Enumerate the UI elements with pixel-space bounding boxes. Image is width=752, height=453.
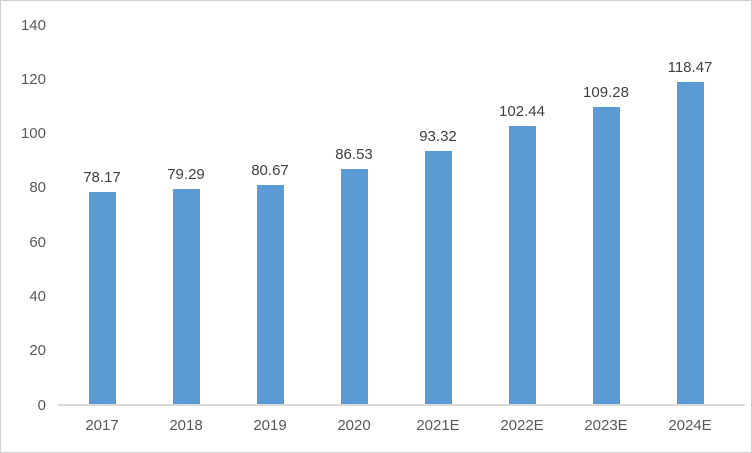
y-axis-tick-label: 40 — [29, 287, 46, 305]
x-axis-tick-label: 2017 — [85, 417, 119, 434]
data-label: 78.17 — [83, 168, 121, 186]
bar-2024E — [676, 82, 704, 404]
data-label: 109.28 — [583, 84, 629, 102]
bar-2022E — [508, 125, 536, 404]
y-axis-tick-label: 0 — [37, 396, 46, 414]
x-axis-tick-label: 2021E — [416, 417, 460, 434]
x-axis-tick-label: 2018 — [169, 417, 203, 434]
bar-2023E — [592, 107, 620, 404]
x-axis-tick-label: 2020 — [337, 417, 371, 434]
x-axis-tick-label: 2022E — [500, 417, 544, 434]
data-label: 102.44 — [499, 102, 545, 120]
bar-2019 — [256, 185, 284, 404]
y-axis-tick-label: 20 — [29, 342, 46, 360]
bar-2018 — [172, 188, 200, 404]
y-axis-tick-label: 140 — [20, 16, 46, 34]
y-axis-tick-label: 60 — [29, 233, 46, 251]
bar-2020 — [340, 169, 368, 404]
data-label: 80.67 — [251, 162, 289, 180]
x-axis-line — [58, 404, 745, 406]
bar-2017 — [88, 191, 116, 404]
y-axis-tick-label: 120 — [20, 70, 46, 88]
data-label: 93.32 — [419, 127, 457, 145]
x-axis-tick-label: 2019 — [253, 417, 287, 434]
y-axis-tick-label: 100 — [20, 125, 46, 143]
bar-2021E — [424, 150, 452, 404]
data-label: 86.53 — [335, 146, 373, 164]
x-axis-tick-label: 2024E — [668, 417, 712, 434]
data-label: 79.29 — [167, 165, 205, 183]
data-label: 118.47 — [667, 59, 713, 77]
y-axis-tick-label: 80 — [29, 179, 46, 197]
x-axis-tick-label: 2023E — [584, 417, 628, 434]
